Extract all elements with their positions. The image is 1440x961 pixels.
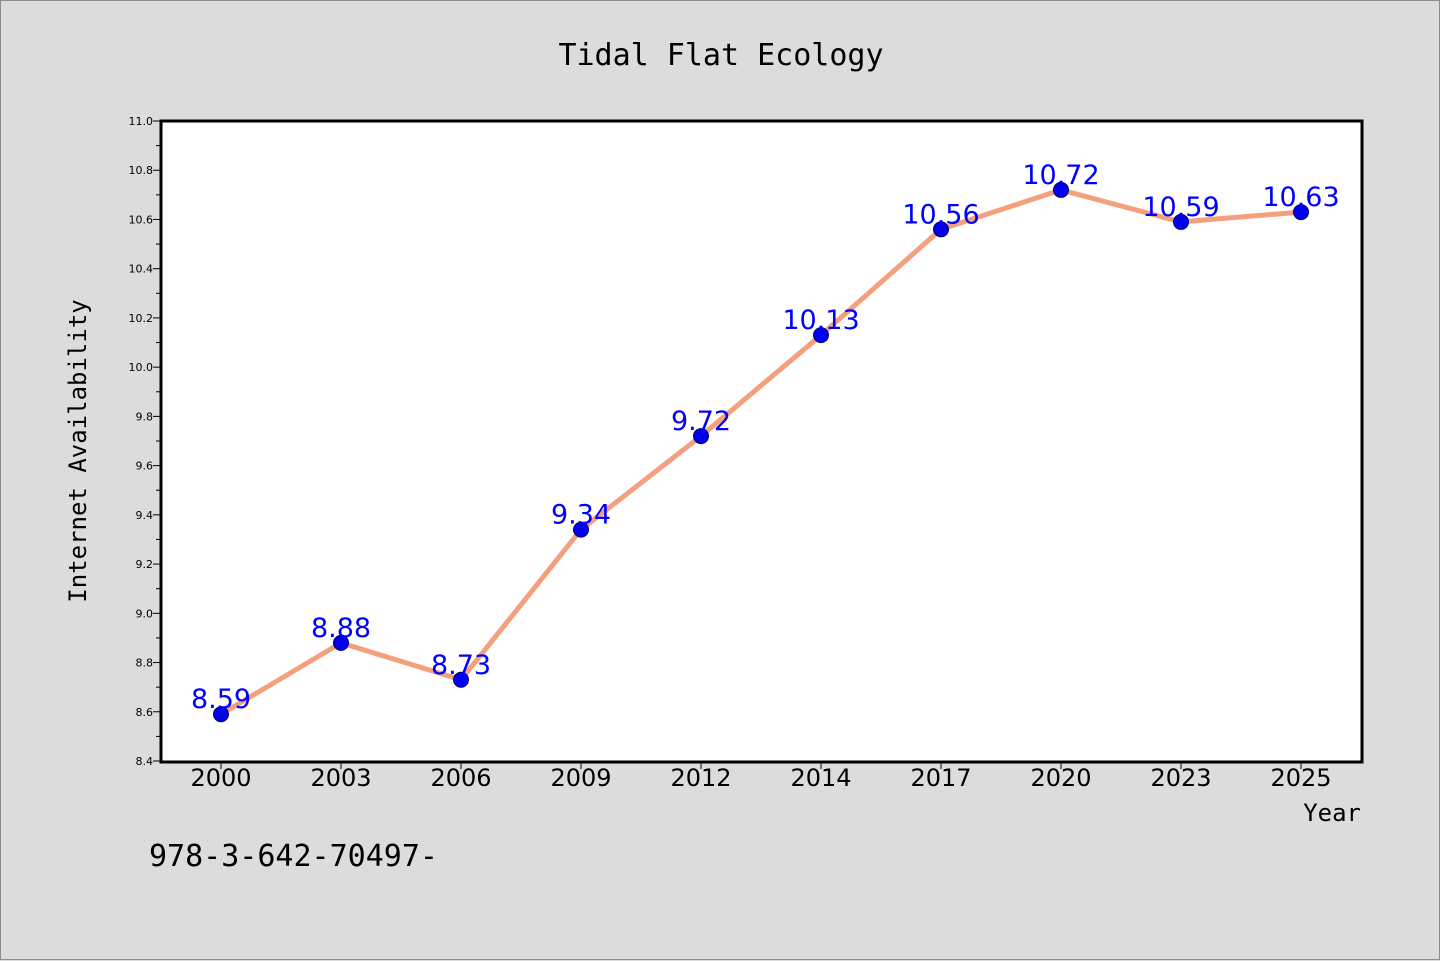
y-tick-label: 10.6	[129, 213, 154, 226]
data-label: 9.34	[551, 500, 611, 531]
x-tick-label: 2012	[670, 764, 731, 792]
y-axis: 8.4 8.6 8.8 9.0 9.2 9.4 9.6 9.8 10.0 10.2 10.4 10.6…	[129, 115, 161, 768]
x-tick-label: 2014	[790, 764, 851, 792]
y-tick-label: 10.2	[129, 312, 154, 325]
data-label: 10.13	[782, 305, 859, 336]
y-tick-label: 8.4	[136, 755, 154, 768]
data-labels-layer: 8.59 8.88 8.73 9.34 9.72 10.13 10.56 10.72 10.59…	[191, 160, 1340, 715]
series-line	[218, 187, 1304, 717]
data-point-marker	[693, 428, 709, 445]
x-axis-title: Year	[1303, 799, 1361, 827]
data-label: 10.59	[1142, 192, 1219, 223]
y-tick-label: 11.0	[129, 115, 154, 128]
data-label: 8.73	[431, 650, 491, 681]
data-point-marker	[1173, 213, 1189, 230]
data-label: 10.63	[1262, 182, 1339, 213]
x-axis: 2000 2003 2006 2009 2012 2014 2017 2020 2023 2025	[190, 761, 1332, 792]
x-tick-label: 2025	[1270, 764, 1331, 792]
data-point-marker	[333, 634, 349, 651]
data-point-marker	[1293, 204, 1309, 221]
y-tick-label: 8.6	[136, 706, 154, 719]
data-point-marker	[573, 521, 589, 538]
x-tick-label: 2017	[910, 764, 971, 792]
x-tick-label: 2003	[310, 764, 371, 792]
y-tick-label: 10.4	[129, 263, 154, 276]
x-tick-label: 2009	[550, 764, 611, 792]
y-tick-label: 8.8	[136, 657, 154, 670]
data-label: 8.88	[311, 613, 371, 644]
footer-isbn-text: 978-3-642-70497-	[149, 839, 438, 874]
chart-title: Tidal Flat Ecology	[558, 38, 883, 73]
x-tick-label: 2006	[430, 764, 491, 792]
y-tick-label: 9.0	[136, 607, 154, 620]
data-label: 9.72	[671, 406, 731, 437]
y-tick-label: 9.4	[136, 509, 154, 522]
x-tick-label: 2000	[190, 764, 251, 792]
x-tick-label: 2020	[1030, 764, 1091, 792]
data-label: 8.59	[191, 684, 251, 715]
plot-area	[159, 119, 1364, 764]
y-tick-label: 9.8	[136, 410, 154, 423]
data-point-marker	[213, 706, 229, 723]
y-tick-label: 10.8	[129, 164, 154, 177]
data-point-marker	[453, 671, 469, 688]
data-point-marker	[933, 221, 949, 238]
y-tick-label: 9.2	[136, 558, 154, 571]
y-tick-label: 10.0	[129, 361, 154, 374]
data-point-marker	[813, 327, 829, 344]
data-point-marker	[1053, 181, 1069, 198]
y-tick-label: 9.6	[136, 460, 154, 473]
y-axis-title: Internet Availability	[64, 299, 92, 602]
data-label: 10.72	[1022, 160, 1099, 191]
x-tick-label: 2023	[1150, 764, 1211, 792]
data-label: 10.56	[902, 199, 979, 230]
series-layer	[213, 181, 1309, 723]
